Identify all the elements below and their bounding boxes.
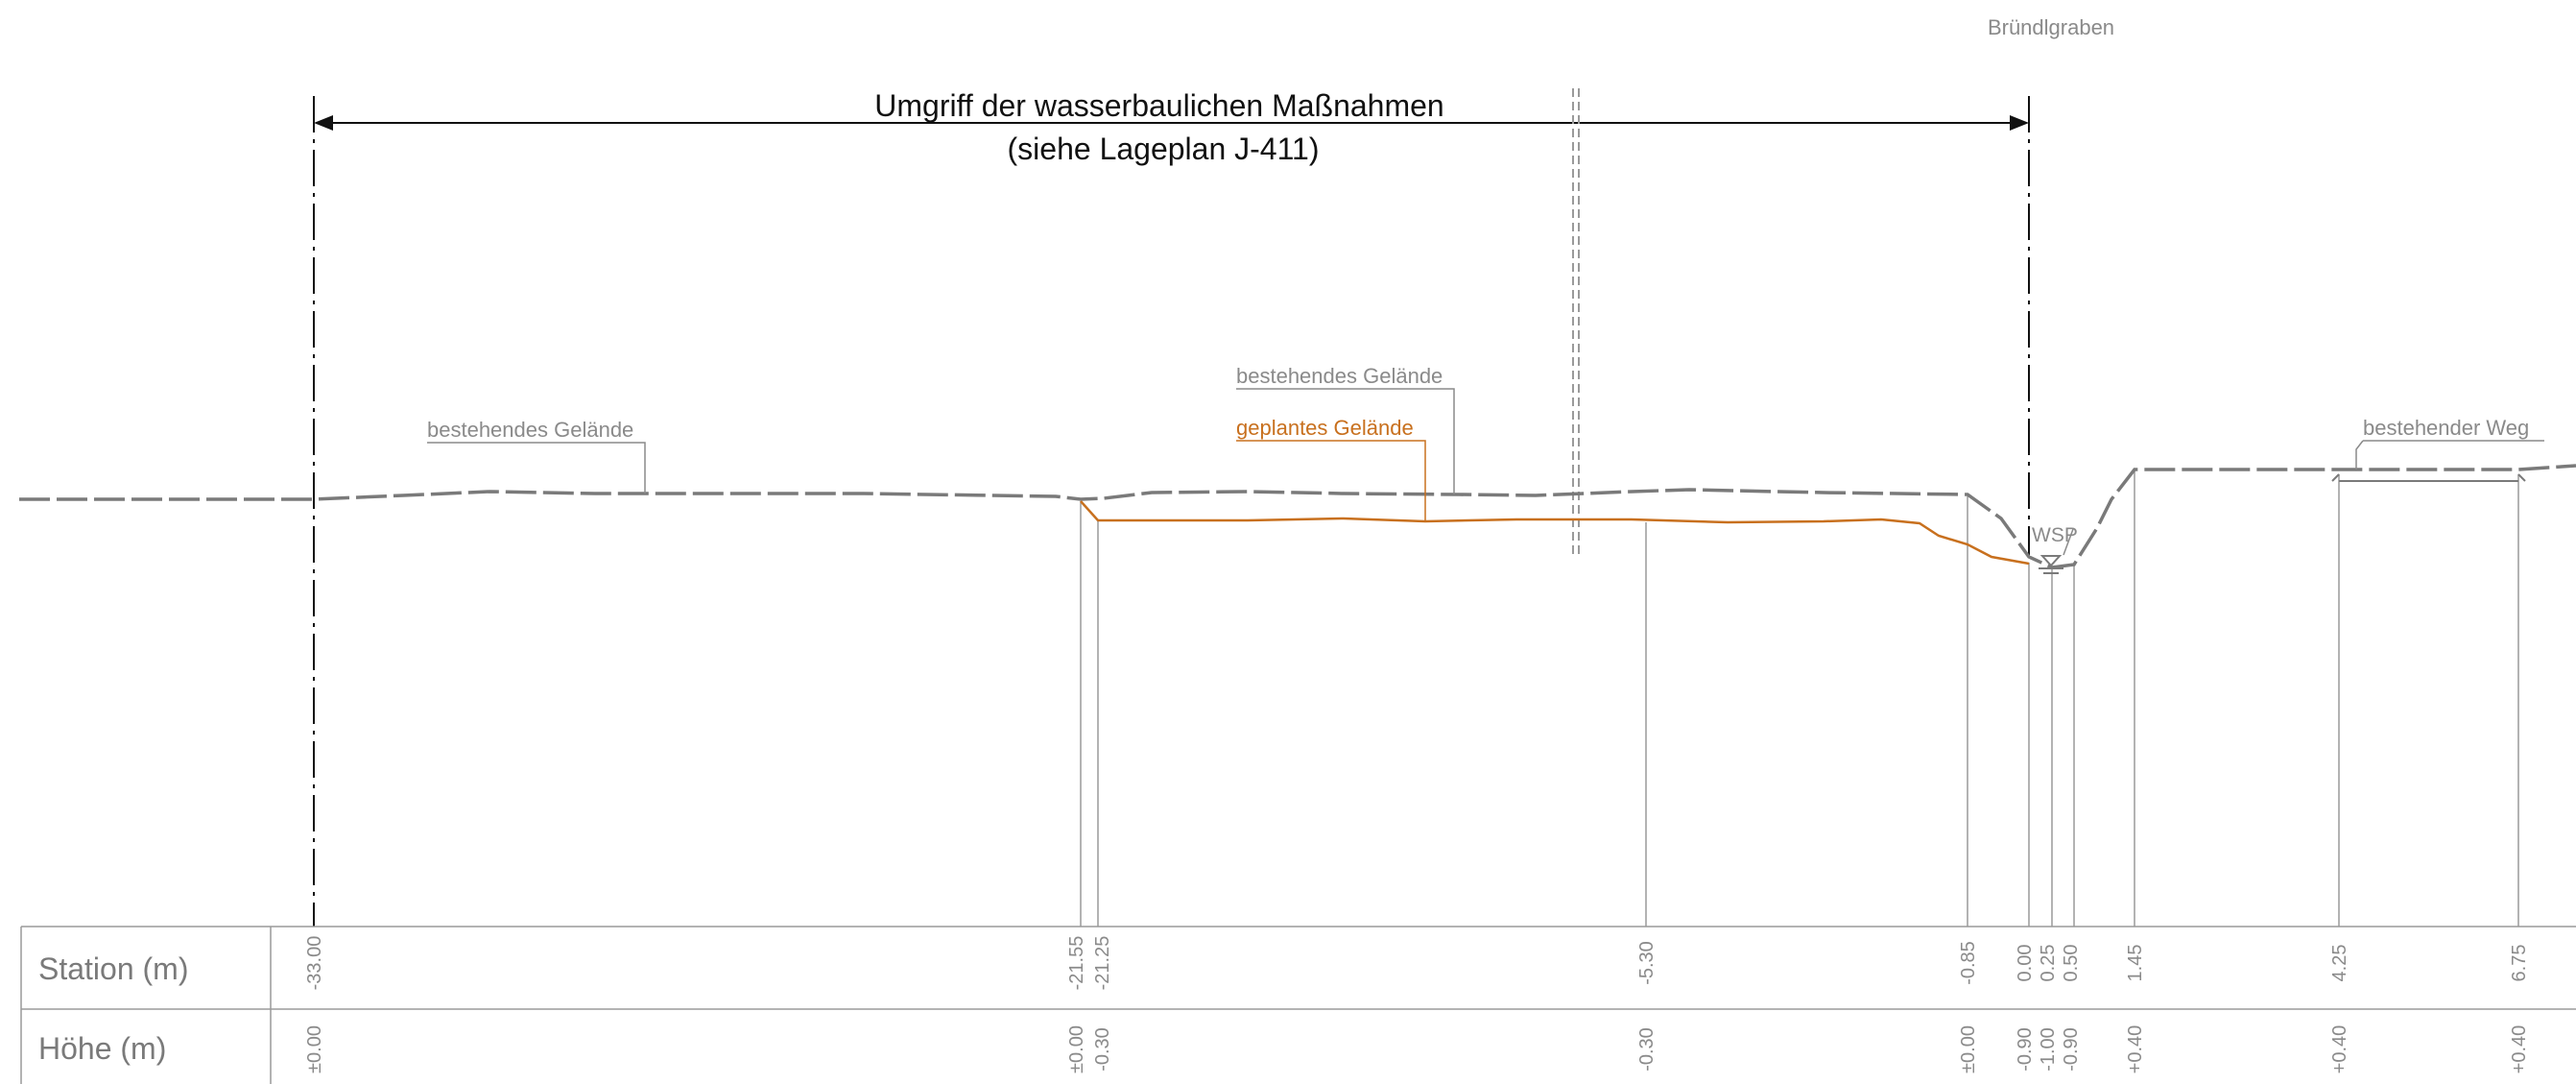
- height-value-6: -1.00: [2038, 1027, 2059, 1072]
- water-level-label: WSP: [2032, 524, 2078, 546]
- height-row-header: Höhe (m): [38, 1031, 166, 1066]
- height-value-1: ±0.00: [1066, 1025, 1087, 1073]
- station-row-header: Station (m): [38, 952, 188, 986]
- water-level-leader: [2063, 528, 2074, 556]
- station-value-1: -21.55: [1066, 936, 1087, 991]
- extent-title-line2: (siehe Lageplan J-411): [1008, 132, 1320, 166]
- existing-path-label: bestehender Weg: [2363, 416, 2529, 440]
- extent-arrow-right: [2010, 115, 2029, 131]
- station-value-5: 0.00: [2015, 945, 2036, 982]
- section-break-line: [1572, 88, 1580, 557]
- leader-existing-left: [427, 442, 646, 494]
- extent-title-line1: Umgriff der wasserbaulichen Maßnahmen: [874, 88, 1443, 123]
- extent-dimension: Umgriff der wasserbaulichen Maßnahmen (s…: [313, 88, 2030, 927]
- station-verticals: [1080, 470, 2519, 927]
- leader-existing-path: [2355, 440, 2544, 470]
- height-value-8: +0.40: [2125, 1025, 2146, 1074]
- profile-table: [20, 926, 2576, 1084]
- bruendlgraben-label: Bründlgraben: [1988, 15, 2114, 39]
- water-level-symbol: [2039, 555, 2063, 574]
- planned-terrain-label: geplantes Gelände: [1236, 416, 1414, 440]
- height-value-4: ±0.00: [1958, 1025, 1979, 1073]
- existing-terrain-label-mid: bestehendes Gelände: [1236, 364, 1443, 388]
- planned-terrain-line: [1080, 500, 2030, 566]
- extent-arrow-left: [314, 115, 333, 131]
- station-value-0: -33.00: [304, 936, 325, 991]
- station-value-9: 4.25: [2329, 945, 2350, 982]
- station-value-2: -21.25: [1092, 936, 1113, 991]
- height-value-5: -0.90: [2015, 1027, 2036, 1072]
- station-value-8: 1.45: [2125, 945, 2146, 982]
- station-values: -33.00 -21.55 -21.25 -5.30 -0.85 0.00 0.25 0.50…: [304, 936, 2530, 991]
- existing-terrain-label-left: bestehendes Gelände: [427, 418, 633, 442]
- height-values: ±0.00 ±0.00 -0.30 -0.30 ±0.00 -0.90 -1.00 -0.90…: [304, 1025, 2530, 1074]
- station-value-3: -5.30: [1636, 941, 1658, 985]
- height-value-2: -0.30: [1092, 1027, 1113, 1072]
- station-value-7: 0.50: [2061, 945, 2082, 982]
- leader-existing-mid: [1236, 388, 1455, 494]
- height-value-10: +0.40: [2509, 1025, 2530, 1074]
- height-value-3: -0.30: [1636, 1027, 1658, 1072]
- existing-path-box: [2331, 473, 2526, 482]
- existing-terrain-line: [19, 464, 2576, 569]
- station-value-6: 0.25: [2038, 945, 2059, 982]
- height-value-7: -0.90: [2061, 1027, 2082, 1072]
- station-value-4: -0.85: [1958, 941, 1979, 985]
- station-value-10: 6.75: [2509, 945, 2530, 982]
- height-value-0: ±0.00: [304, 1025, 325, 1073]
- height-value-9: +0.40: [2329, 1025, 2350, 1074]
- leader-planned: [1236, 440, 1426, 521]
